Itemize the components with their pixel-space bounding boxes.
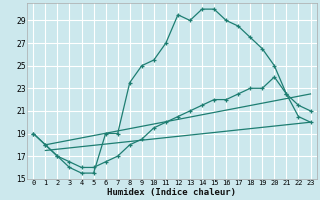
X-axis label: Humidex (Indice chaleur): Humidex (Indice chaleur): [108, 188, 236, 197]
